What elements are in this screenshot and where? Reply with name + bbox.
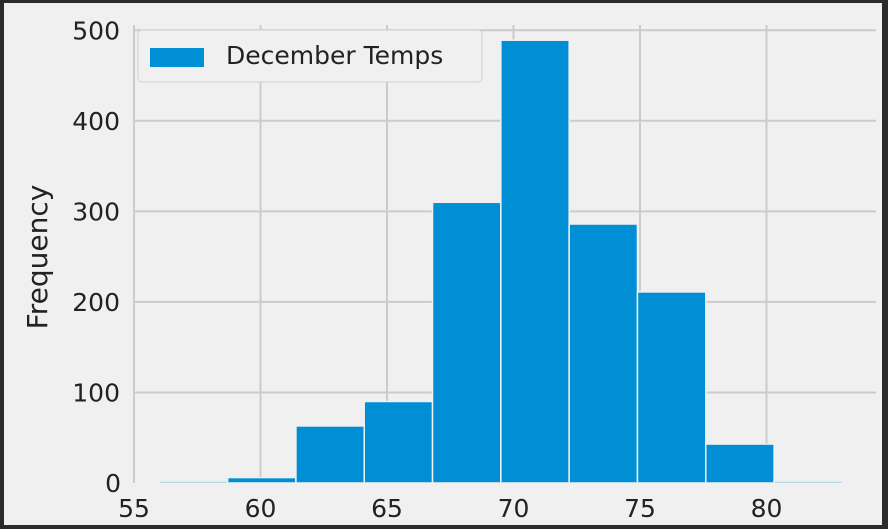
histogram-bar <box>158 480 229 484</box>
y-axis-label: Frequency <box>21 185 54 330</box>
legend-swatch <box>150 48 204 67</box>
x-tick-label: 55 <box>118 494 150 523</box>
y-tick-label: 200 <box>72 288 120 317</box>
y-axis-ticks: 0 100 200 300 400 500 <box>72 16 121 498</box>
histogram-bar <box>431 201 502 484</box>
histogram-bar <box>295 425 365 484</box>
x-axis-ticks: 55 60 65 70 75 80 <box>118 494 782 523</box>
y-tick-label: 100 <box>72 378 120 407</box>
histogram-bar <box>568 223 639 484</box>
histogram-bars <box>158 39 844 484</box>
histogram-bar <box>500 39 570 484</box>
y-tick-label: 500 <box>72 16 120 45</box>
histogram-bar <box>363 400 434 484</box>
histogram-bar <box>226 476 297 484</box>
y-tick-label: 300 <box>72 197 120 226</box>
x-tick-label: 70 <box>498 494 530 523</box>
histogram-bar <box>705 443 775 484</box>
x-tick-label: 75 <box>624 494 656 523</box>
x-tick-label: 60 <box>245 494 277 523</box>
legend-label: December Temps <box>226 41 443 70</box>
y-tick-label: 400 <box>72 107 120 136</box>
chart-container: 55 60 65 70 75 80 0 100 200 300 400 500 Frequency … <box>4 3 882 525</box>
legend: December Temps <box>137 29 483 83</box>
legend-box <box>137 29 483 83</box>
histogram-bar <box>636 291 707 484</box>
y-tick-label: 0 <box>105 469 121 498</box>
x-tick-label: 80 <box>751 494 783 523</box>
histogram-bar <box>773 480 844 484</box>
x-tick-label: 65 <box>371 494 403 523</box>
